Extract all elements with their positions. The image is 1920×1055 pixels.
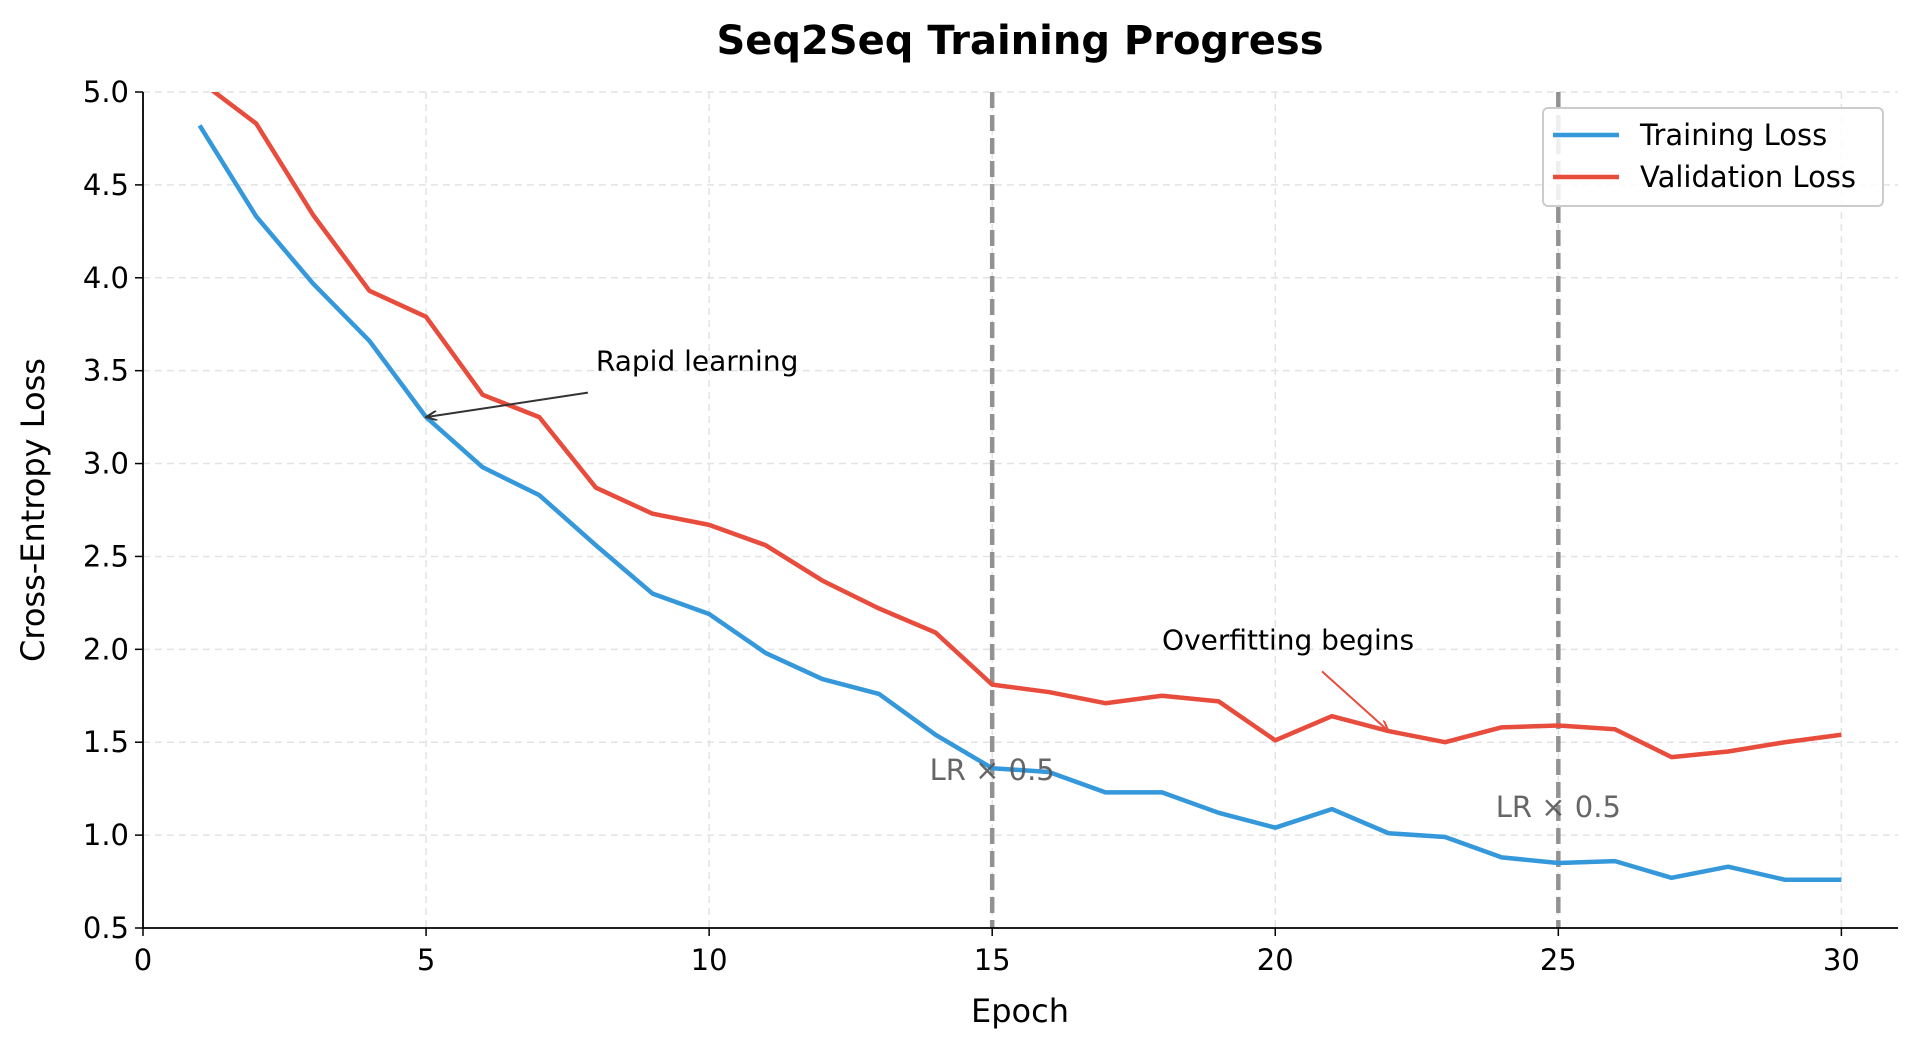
y-tick-label: 1.0 (83, 818, 129, 852)
y-tick-label: 2.5 (83, 539, 129, 573)
y-tick-label: 4.5 (83, 168, 129, 202)
legend-label: Validation Loss (1640, 160, 1856, 194)
y-tick-label: 3.0 (83, 447, 129, 481)
legend-label: Training Loss (1639, 118, 1827, 152)
annotation-arrow (1321, 670, 1388, 731)
y-tick-label: 1.5 (83, 725, 129, 759)
legend-frame (1542, 107, 1884, 207)
annotation-text: Rapid learning (596, 345, 798, 378)
series-line-validation-loss (210, 92, 1842, 760)
x-tick-label: 5 (417, 943, 435, 977)
x-axis-label: Epoch (971, 992, 1069, 1030)
legend: Training Loss Validation Loss (1542, 107, 1884, 207)
x-tick-label: 0 (134, 943, 152, 977)
x-tick-label: 20 (1257, 943, 1294, 977)
lr-decay-label: LR × 0.5 (930, 753, 1055, 787)
x-tick-label: 25 (1540, 943, 1577, 977)
chart-title: Seq2Seq Training Progress (716, 18, 1323, 64)
x-tick-label: 15 (974, 943, 1011, 977)
y-tick-label: 3.5 (83, 354, 129, 388)
y-tick-label: 4.0 (83, 261, 129, 295)
y-tick-label: 2.0 (83, 632, 129, 666)
series-line-training-loss (197, 124, 1842, 882)
x-tick-label: 30 (1823, 943, 1860, 977)
y-axis-label: Cross-Entropy Loss (14, 358, 52, 662)
y-tick-label: 5.0 (83, 75, 129, 109)
y-tick-label: 0.5 (83, 911, 129, 945)
x-tick-label: 10 (691, 943, 728, 977)
annotation-arrow (426, 391, 589, 417)
annotation-text: Overfitting begins (1162, 623, 1414, 656)
lr-decay-label: LR × 0.5 (1496, 790, 1621, 824)
